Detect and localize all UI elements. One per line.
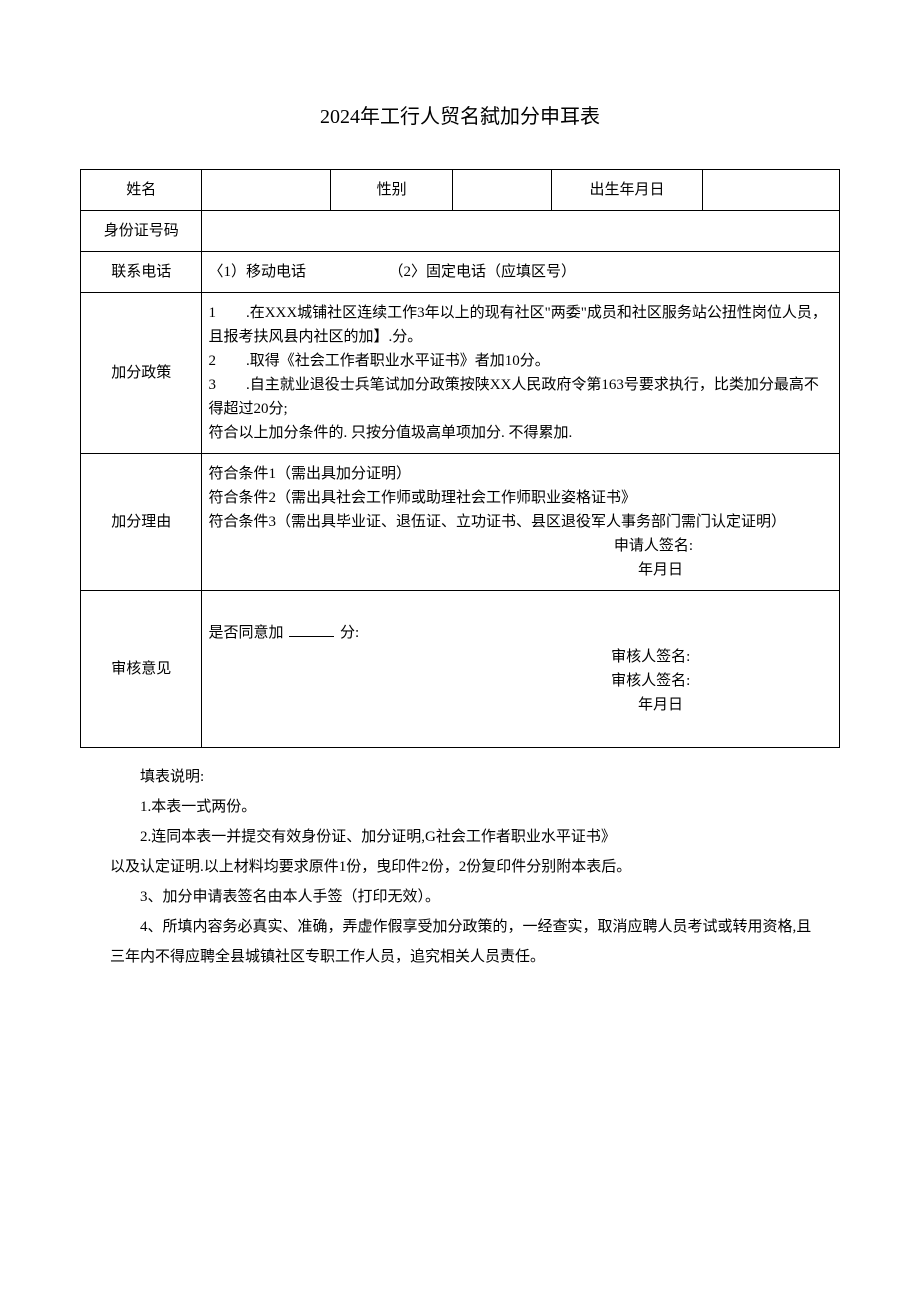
id-label: 身份证号码 [81,211,202,252]
form-table: 姓名 性别 出生年月日 身份证号码 联系电话 〈1）移动电话 （2〉固定电话（应… [80,169,840,748]
reason-line: 符合条件2（需出具社会工作师或助理社会工作师职业姿格证书》 [208,486,833,510]
phone-value: 〈1）移动电话 （2〉固定电话（应填区号） [202,252,840,293]
notes-section: 填表说明: 1.本表一式两份。 2.连同本表一并提交有效身份证、加分证明,G社会… [80,762,840,972]
name-label: 姓名 [81,170,202,211]
reason-cell: 符合条件1（需出具加分证明） 符合条件2（需出具社会工作师或助理社会工作师职业姿… [202,454,840,591]
review-cell: 是否同意加 分: 审核人签名: 审核人签名: 年月日 [202,591,840,748]
table-row: 加分理由 符合条件1（需出具加分证明） 符合条件2（需出具社会工作师或助理社会工… [81,454,840,591]
table-row: 加分政策 1 .在XXX城铺社区连续工作3年以上的现有社区"两委"成员和社区服务… [81,293,840,454]
document-page: 2024年工行人贸名弑加分申耳表 姓名 性别 出生年月日 身份证号码 联系电话 … [0,0,920,1052]
dob-label: 出生年月日 [551,170,703,211]
phone-label: 联系电话 [81,252,202,293]
notes-heading: 填表说明: [110,762,820,792]
reviewer-sign-label: 审核人签名: [208,669,833,693]
table-row: 姓名 性别 出生年月日 [81,170,840,211]
table-row: 审核意见 是否同意加 分: 审核人签名: 审核人签名: 年月日 [81,591,840,748]
reason-line: 符合条件1（需出具加分证明） [208,462,833,486]
policy-line: 2 .取得《社会工作者职业水平证书》者加10分。 [208,349,833,373]
policy-cell: 1 .在XXX城铺社区连续工作3年以上的现有社区"两委"成员和社区服务站公扭性岗… [202,293,840,454]
policy-line: 1 .在XXX城铺社区连续工作3年以上的现有社区"两委"成员和社区服务站公扭性岗… [208,301,833,349]
table-row: 身份证号码 [81,211,840,252]
policy-line: 符合以上加分条件的. 只按分值圾高单项加分. 不得累加. [208,421,833,445]
policy-line: 3 .自主就业退役士兵笔试加分政策按陕XX人民政府令第163号要求执行，比类加分… [208,373,833,421]
id-value [202,211,840,252]
notes-item: 以及认定证明.以上材料均要求原件1份，曳印件2份，2份复印件分别附本表后。 [110,852,820,882]
notes-item: 2.连同本表一并提交有效身份证、加分证明,G社会工作者职业水平证书》 [110,822,820,852]
gender-value [452,170,551,211]
review-question: 是否同意加 分: [208,621,833,645]
gender-label: 性别 [331,170,452,211]
policy-label: 加分政策 [81,293,202,454]
reviewer-sign-label: 审核人签名: [208,645,833,669]
review-q-part2: 分: [340,625,359,641]
review-date-label: 年月日 [208,693,833,717]
notes-item: 1.本表一式两份。 [110,792,820,822]
notes-item: 4、所填内容务必真实、准确，弄虚作假享受加分政策的，一经查实，取消应聘人员考试或… [110,912,820,972]
dob-value [703,170,840,211]
review-blank [289,621,334,637]
document-title: 2024年工行人贸名弑加分申耳表 [80,100,840,129]
reason-label: 加分理由 [81,454,202,591]
applicant-date-label: 年月日 [208,558,833,582]
notes-item: 3、加分申请表签名由本人手签（打印无效）。 [110,882,820,912]
review-q-part1: 是否同意加 [208,625,283,641]
table-row: 联系电话 〈1）移动电话 （2〉固定电话（应填区号） [81,252,840,293]
name-value [202,170,331,211]
review-label: 审核意见 [81,591,202,748]
reason-line: 符合条件3（需出具毕业证、退伍证、立功证书、县区退役军人事务部门需门认定证明） [208,510,833,534]
applicant-sign-label: 申请人签名: [208,534,833,558]
